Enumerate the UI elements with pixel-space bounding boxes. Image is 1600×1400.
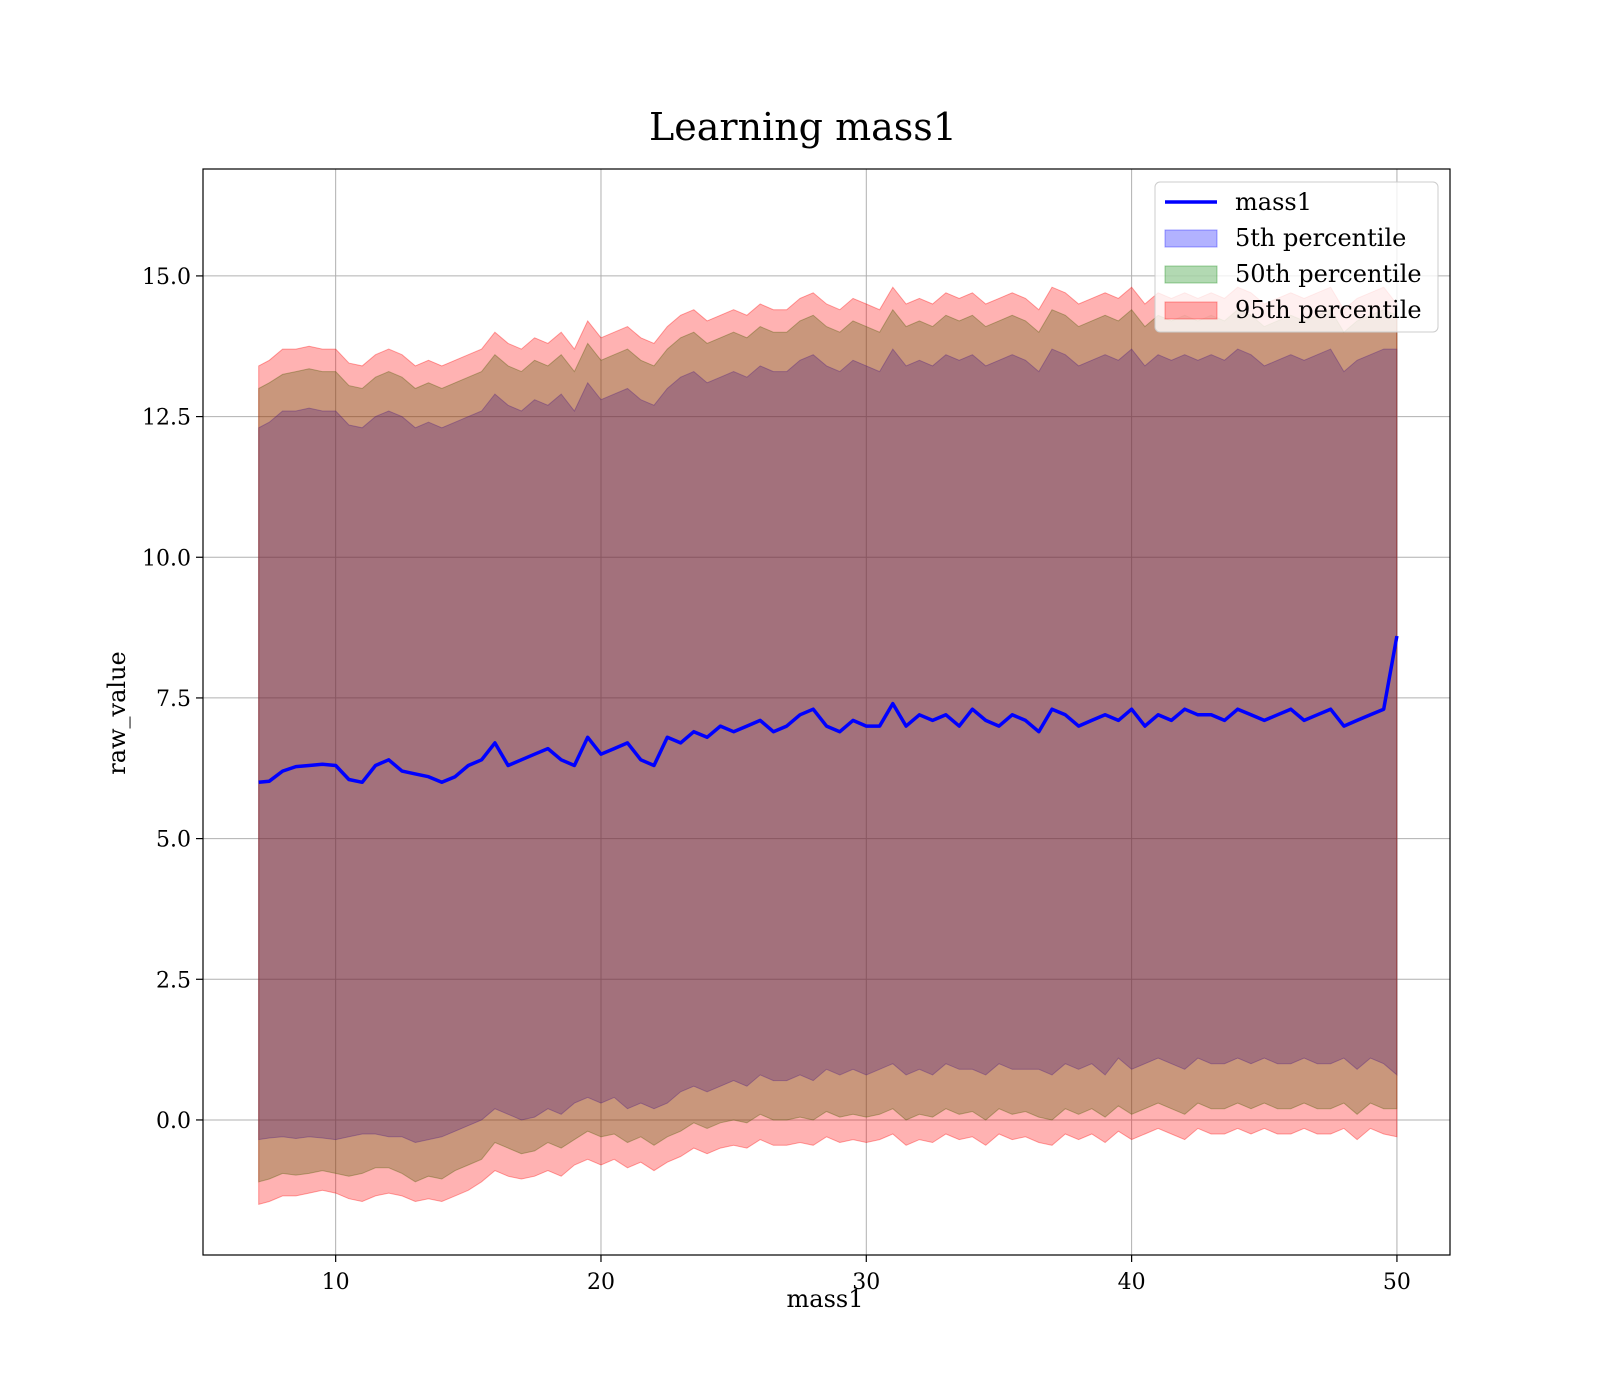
y-axis-ticks: 0.0 2.5 5.0 7.5 10.0 12.5 15.0: [142, 265, 203, 1134]
50th-percentile-band: [258, 308, 1398, 1183]
plot-frame: [202, 168, 1451, 1256]
x-axis-ticks: 10 20 30 40 50: [322, 1255, 1411, 1295]
legend-label-5th-percentile: 5th percentile: [1235, 224, 1406, 252]
legend-label-95th-percentile: 95th percentile: [1235, 296, 1422, 324]
y-tick-label: 7.5: [156, 687, 191, 712]
mass1-line: [258, 635, 1399, 785]
x-tick-label: 40: [1118, 1270, 1146, 1295]
x-tick-label: 10: [322, 1270, 350, 1295]
y-tick-label: 5.0: [156, 828, 191, 853]
95th-percentile-band: [258, 286, 1398, 1206]
y-tick-label: 15.0: [142, 265, 191, 290]
grid: [203, 169, 1450, 1255]
x-tick-label: 20: [587, 1270, 615, 1295]
y-tick-label: 10.0: [142, 546, 191, 571]
chart-title: Learning mass1: [649, 105, 957, 149]
percentile-bands: [258, 286, 1398, 1206]
legend-label-50th-percentile: 50th percentile: [1235, 260, 1422, 288]
series-lines: [258, 635, 1399, 785]
legend-swatch-95th-percentile: [1164, 301, 1218, 320]
y-tick-label: 0.0: [156, 1109, 191, 1134]
y-axis-label: raw_value: [103, 651, 131, 775]
y-tick-label: 2.5: [156, 968, 191, 993]
y-tick-label: 12.5: [142, 406, 191, 431]
legend-box: [1154, 181, 1439, 333]
x-axis-label: mass1: [787, 1285, 864, 1313]
x-tick-label: 30: [852, 1270, 880, 1295]
legend-swatch-50th-percentile: [1164, 265, 1218, 284]
legend: mass1 5th percentile 50th percentile 95th p…: [1154, 181, 1439, 333]
legend-swatch-5th-percentile: [1164, 229, 1218, 248]
legend-label-mass1: mass1: [1235, 188, 1312, 216]
5th-percentile-band: [258, 348, 1398, 1144]
x-tick-label: 50: [1383, 1270, 1411, 1295]
